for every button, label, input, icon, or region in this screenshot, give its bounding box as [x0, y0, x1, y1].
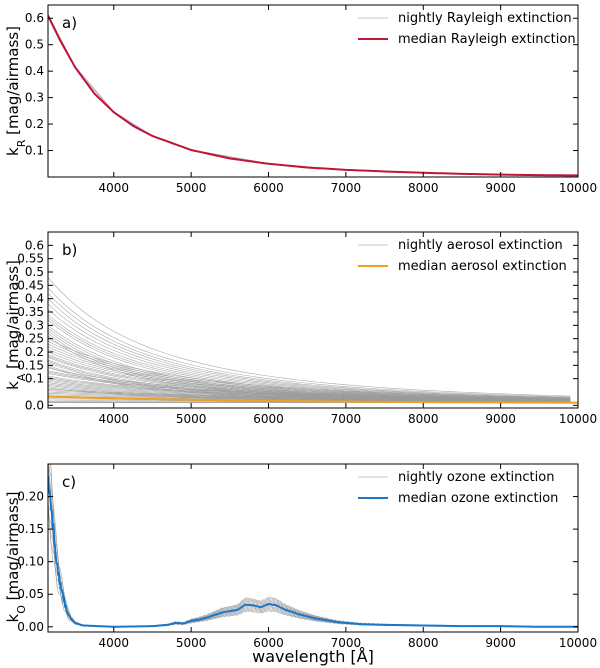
panel-label-c: c) [62, 473, 76, 491]
panel-label-b: b) [62, 241, 77, 259]
legend-label-nightly-rayleigh: nightly Rayleigh extinction [398, 11, 572, 26]
y-tick-label: 0.3 [25, 318, 44, 332]
y-tick-label: 0.6 [25, 238, 44, 252]
ylabel-unit-c: [mag/airmass] [4, 492, 22, 606]
ylabel-main-a: k [4, 147, 22, 156]
legend-b: nightly aerosol extinction median aeroso… [358, 238, 567, 274]
nightly-aerosol-line [48, 287, 571, 398]
ylabel-sub-b: A [15, 373, 28, 381]
plot-frame [47, 231, 579, 409]
y-tick-label: 0.5 [25, 265, 44, 279]
plot-frame [47, 463, 579, 633]
y-tick-label: 0.1 [25, 144, 44, 158]
legend-a: nightly Rayleigh extinction median Rayle… [358, 11, 576, 47]
x-tick-label: 6000 [253, 412, 284, 426]
y-tick-label: 0.3 [25, 91, 44, 105]
nightly-ozone-line [48, 524, 578, 628]
legend-label-nightly-ozone: nightly ozone extinction [398, 470, 554, 485]
x-tick-label: 5000 [176, 412, 207, 426]
x-tick-label: 9000 [485, 636, 516, 650]
nightly-ozone-line [48, 484, 578, 628]
x-tick-label: 7000 [331, 636, 362, 650]
median-rayleigh-line [48, 15, 578, 177]
nightly-aerosol-line [48, 370, 571, 400]
y-tick-label: 0.45 [17, 278, 44, 292]
panel-b-aerosol: 4000 5000 6000 7000 8000 9000 100000.00.10.150… [4, 231, 597, 426]
y-tick-label: 0.1 [25, 372, 44, 386]
x-tick-label: 4000 [98, 181, 129, 195]
y-tick-label: 0.0 [25, 398, 44, 412]
nightly-ozone-line [48, 464, 578, 628]
nightly-ozone-line [48, 505, 578, 628]
x-tick-label: 5000 [176, 636, 207, 650]
ylabel-unit-a: [mag/airmass] [4, 26, 22, 140]
y-tick-label: 0.20 [17, 490, 44, 504]
legend-label-median-aerosol: median aerosol extinction [398, 259, 567, 274]
x-tick-label: 8000 [408, 636, 439, 650]
panel-label-a: a) [62, 14, 77, 32]
nightly-aerosol-line [48, 341, 571, 399]
y-tick-label: 0.25 [17, 332, 44, 346]
y-axis-label-a: kR [mag/airmass] [4, 26, 28, 156]
x-tick-label: 7000 [331, 181, 362, 195]
y-tick-label: 0.5 [25, 38, 44, 52]
y-tick-label: 0.10 [17, 555, 44, 569]
x-tick-label: 6000 [253, 636, 284, 650]
nightly-aerosol-line [48, 390, 571, 401]
y-axis-label-c: kO [mag/airmass] [4, 492, 28, 623]
nightly-aerosol-line [48, 293, 571, 398]
y-tick-label: 0.15 [17, 522, 44, 536]
panel-a-rayleigh: 4000 5000 6000 7000 8000 9000 10000 0.1 0.2 0.3 0.… [4, 4, 597, 195]
x-tick-label: 8000 [408, 412, 439, 426]
ylabel-sub-c: O [15, 605, 28, 614]
nightly-aerosol-line [48, 389, 571, 401]
x-tick-label: 7000 [331, 412, 362, 426]
x-tick-label: 4000 [98, 412, 129, 426]
ylabel-sub-a: R [15, 139, 28, 147]
x-tick-label: 4000 [98, 636, 129, 650]
y-tick-label: 0.4 [25, 64, 44, 78]
legend-label-nightly-aerosol: nightly aerosol extinction [398, 238, 563, 253]
ylabel-unit-b: [mag/airmass] [4, 260, 22, 374]
median-aerosol-line [48, 395, 578, 404]
x-tick-label: 10000 [559, 181, 597, 195]
nightly-aerosol-line [48, 298, 571, 399]
median-ozone-line [48, 475, 578, 628]
x-tick-label: 6000 [253, 181, 284, 195]
y-tick-label: 0.2 [25, 117, 44, 131]
y-tick-label: 0.05 [17, 587, 44, 601]
nightly-ozone-line [48, 503, 578, 628]
nightly-aerosol-line [48, 343, 571, 400]
nightly-ozone-line [48, 512, 578, 628]
legend-c: nightly ozone extinction median ozone ex… [358, 470, 558, 506]
x-tick-label: 8000 [408, 181, 439, 195]
y-axis-label-b: kA [mag/airmass] [4, 260, 28, 390]
x-tick-label: 5000 [176, 181, 207, 195]
ylabel-main-c: k [4, 613, 22, 622]
y-tick-label: 0.6 [25, 11, 44, 25]
y-tick-label: 0.15 [17, 358, 44, 372]
nightly-aerosol-line [48, 338, 571, 399]
nightly-ozone-line [48, 503, 578, 628]
y-tick-label: 0.00 [17, 620, 44, 634]
y-tick-label: 0.4 [25, 292, 44, 306]
y-tick-label: 0.2 [25, 345, 44, 359]
x-tick-label: 9000 [485, 181, 516, 195]
x-tick-label: 10000 [559, 412, 597, 426]
legend-label-median-rayleigh: median Rayleigh extinction [398, 32, 576, 47]
ylabel-main-b: k [4, 381, 22, 390]
x-tick-label: 10000 [559, 636, 597, 650]
panel-c-ozone: 4000 5000 6000 7000 8000 9000 10000 0.00 0.05 0.1… [4, 463, 597, 666]
y-tick-label: 0.35 [17, 305, 44, 319]
nightly-aerosol-line [48, 325, 571, 401]
y-tick-label: 0.55 [17, 252, 44, 266]
x-tick-label: 9000 [485, 412, 516, 426]
plot-frame [47, 4, 579, 178]
x-axis-label: wavelength [Å] [252, 647, 374, 666]
nightly-ozone-line [48, 495, 578, 628]
nightly-aerosol-line [48, 277, 571, 397]
nightly-aerosol-line [48, 367, 571, 400]
legend-label-median-ozone: median ozone extinction [398, 491, 558, 506]
